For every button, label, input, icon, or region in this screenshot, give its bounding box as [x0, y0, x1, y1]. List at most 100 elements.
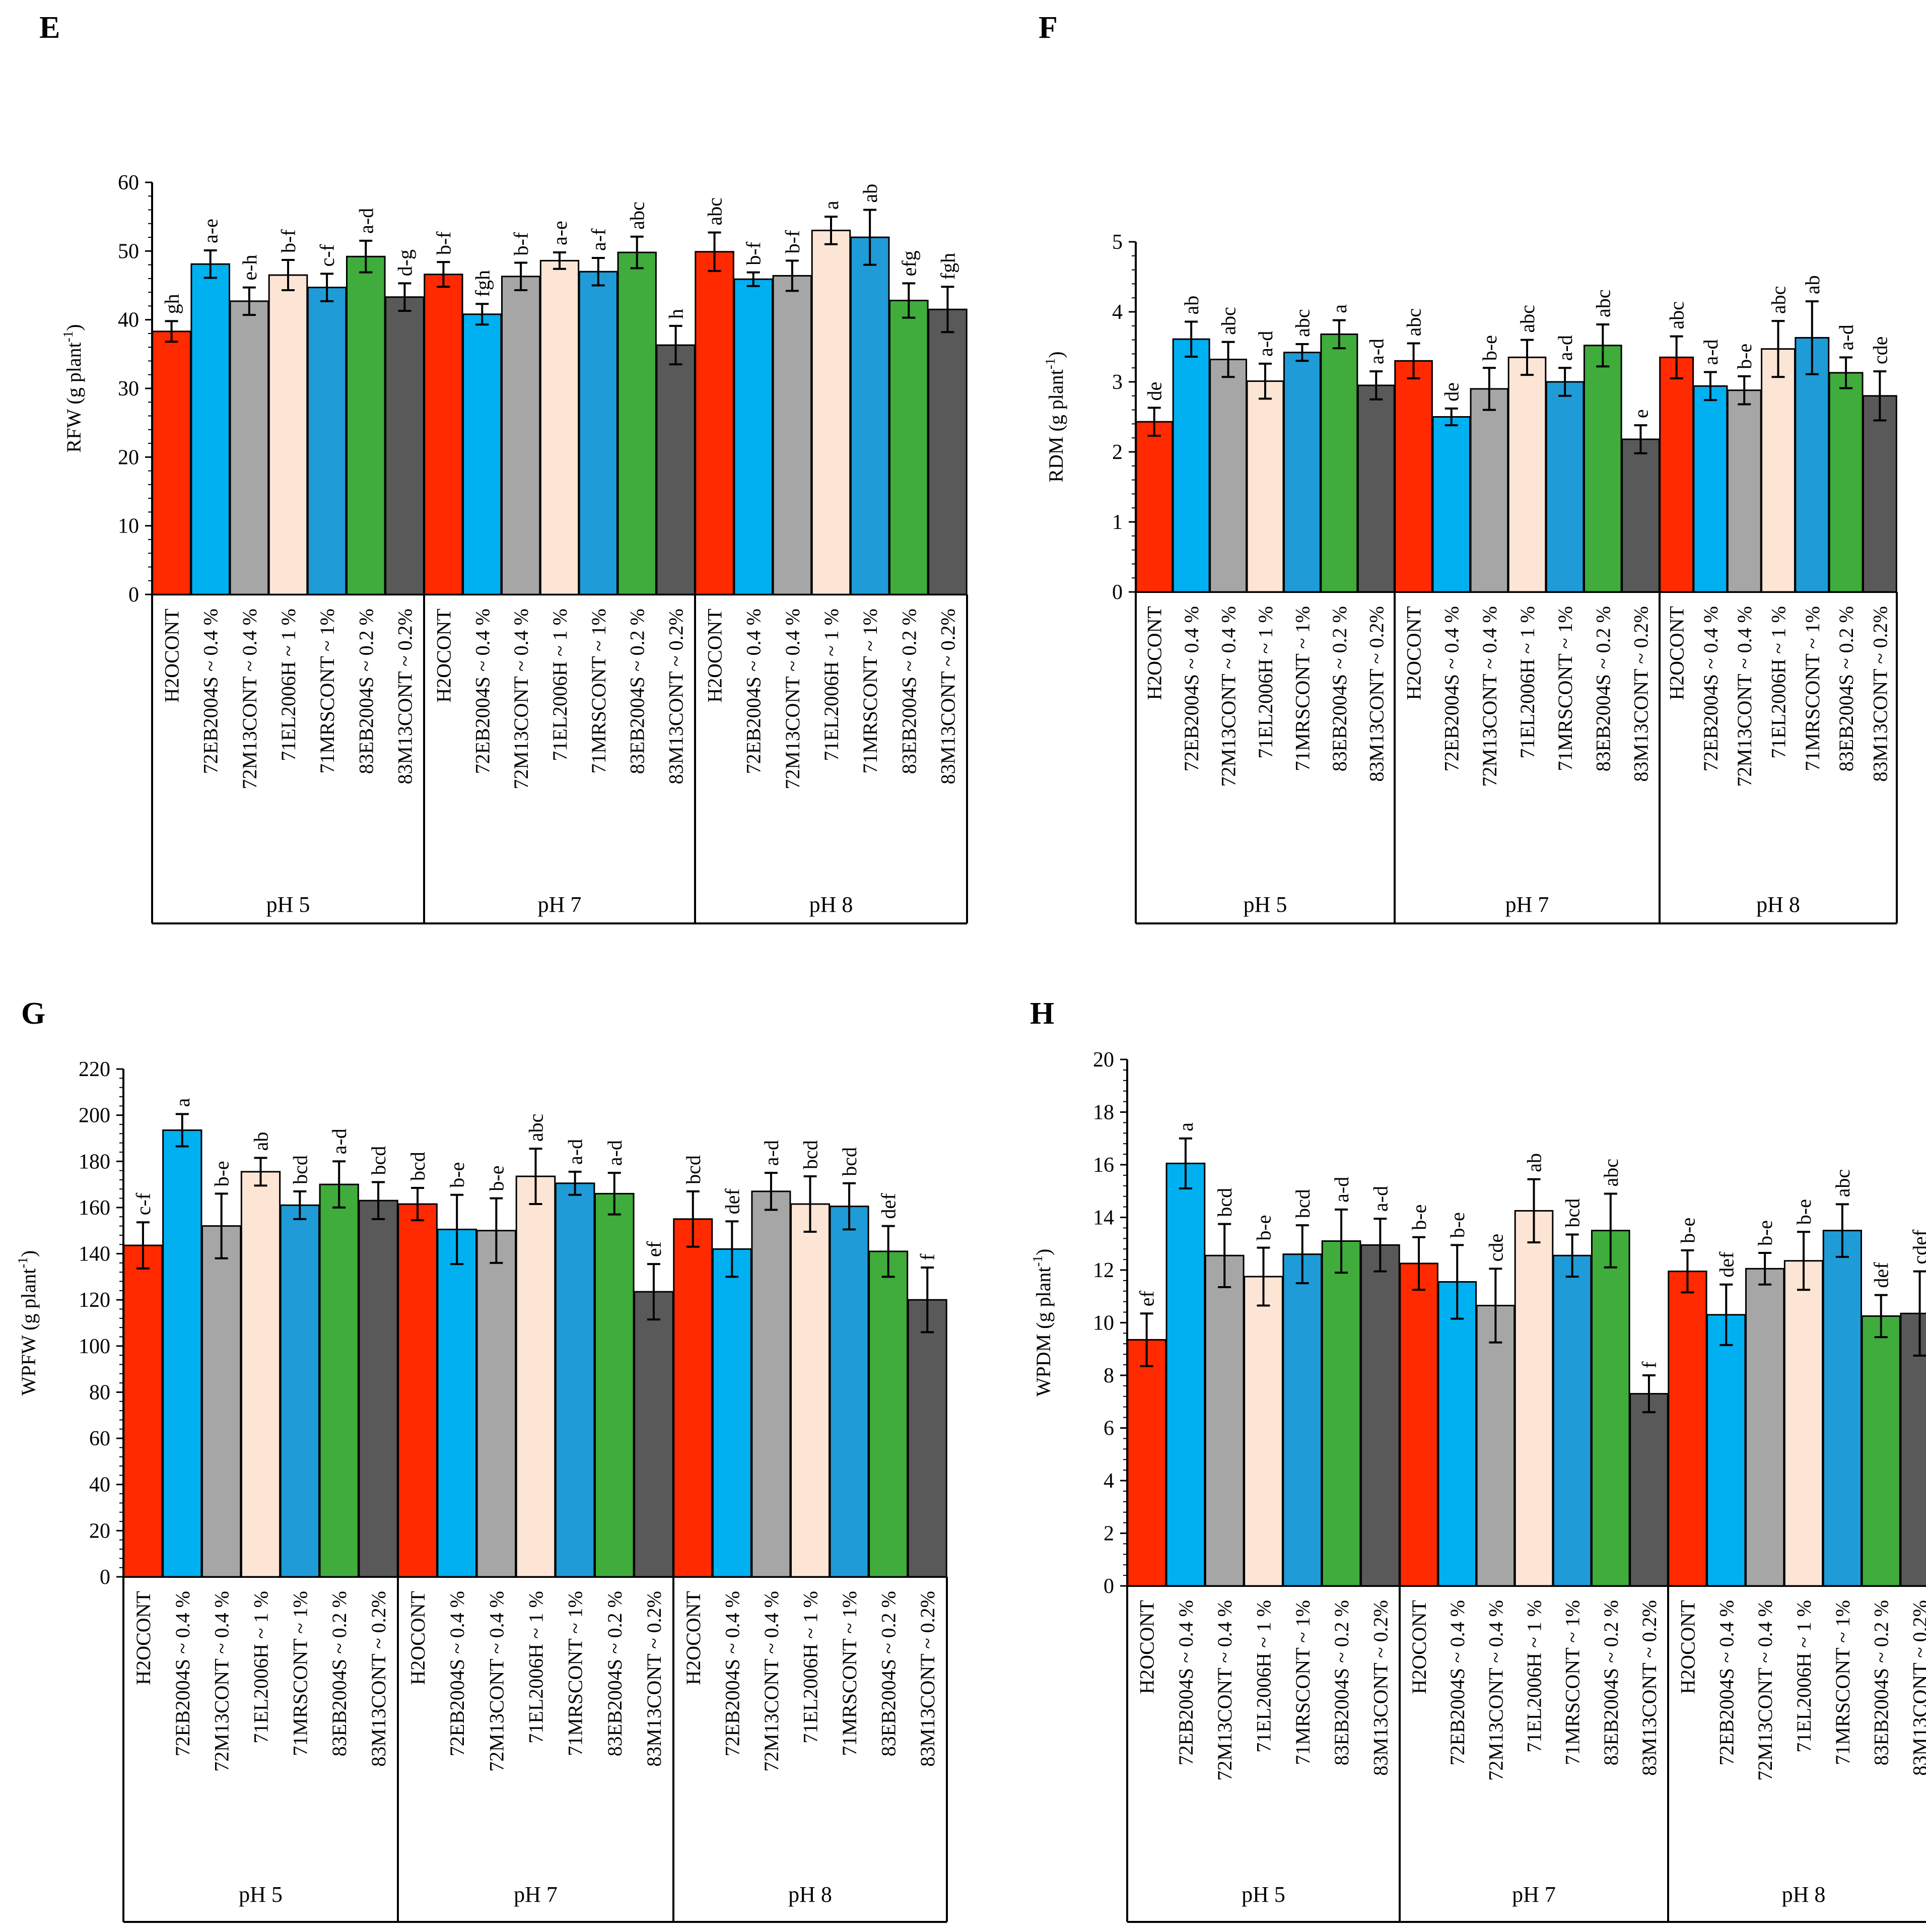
- y-tick-label: 140: [79, 1243, 110, 1266]
- category-label: 83EB2004S ~ 0.2 %: [877, 1591, 900, 1756]
- significance-letter: cde: [1484, 1234, 1507, 1262]
- bar: [695, 251, 734, 595]
- y-axis-label-close: ): [1032, 1249, 1055, 1255]
- category-label: 72M13CONT ~ 0.4 %: [211, 1591, 233, 1772]
- category-label: 71EL2006H ~ 1 %: [1767, 606, 1790, 759]
- significance-letter: b-f: [742, 241, 765, 265]
- panel-F: F 0 1 2 3 4 5 RDM (g plant-1) pH 5 de H2OCONT ab 72E…: [1039, 11, 1898, 924]
- bar: [190, 263, 231, 595]
- y-tick-label: 0: [100, 1566, 110, 1589]
- significance-letter: b-e: [1754, 1220, 1776, 1246]
- bar: [868, 1250, 909, 1578]
- y-axis-label: RDM (g plant-1): [1043, 351, 1067, 482]
- significance-letter: b-f: [432, 231, 455, 255]
- y-axis-label-unit-exponent: -1: [1043, 358, 1058, 370]
- ph-group-label: pH 8: [1782, 1882, 1826, 1907]
- y-tick-label: 100: [79, 1335, 110, 1358]
- y-axis-label-text: WPFW (g plant: [17, 1269, 40, 1396]
- significance-letter: a-d: [1365, 339, 1388, 364]
- ph-group-label: pH 7: [538, 892, 582, 917]
- bar: [1621, 438, 1660, 593]
- category-label: 83EB2004S ~ 0.2 %: [898, 609, 920, 774]
- bar: [123, 1244, 163, 1578]
- significance-letter: b-f: [277, 229, 300, 253]
- bar: [358, 1200, 398, 1578]
- significance-letter: a-d: [603, 1140, 626, 1166]
- bar: [656, 344, 696, 595]
- significance-letter: a-e: [548, 221, 571, 245]
- bar: [1862, 395, 1897, 593]
- y-tick-label: 16: [1093, 1154, 1114, 1177]
- bar: [162, 1129, 202, 1578]
- bar: [424, 274, 463, 595]
- bar: [1795, 337, 1830, 593]
- panel-G: G 0 20 40 60 80 100 120 140 160 180 200 220 WPFW (g p…: [15, 996, 948, 1923]
- category-label: 72EB2004S ~ 0.4 %: [1699, 606, 1722, 771]
- significance-letter: b-e: [1793, 1199, 1815, 1225]
- significance-letter: a-d: [355, 208, 377, 234]
- bar: [811, 229, 851, 595]
- category-label: 72M13CONT ~ 0.4 %: [1213, 1600, 1236, 1781]
- bar: [829, 1206, 869, 1578]
- category-label: 71EL2006H ~ 1 %: [1253, 1600, 1275, 1753]
- ph-group-label: pH 5: [1244, 892, 1287, 917]
- significance-letter: ef: [1136, 1290, 1158, 1306]
- category-label: 83M13CONT ~ 0.2%: [665, 609, 687, 784]
- panel-letter: H: [1030, 996, 1054, 1031]
- category-label: 71EL2006H ~ 1 %: [277, 609, 300, 761]
- significance-letter: b-e: [1408, 1205, 1430, 1230]
- significance-letter: a-d: [760, 1140, 783, 1166]
- category-label: H2OCONT: [132, 1591, 155, 1685]
- significance-letter: b-e: [1676, 1218, 1699, 1243]
- bar: [733, 278, 774, 595]
- category-label: 83EB2004S ~ 0.2 %: [1600, 1600, 1622, 1765]
- panel-E: E 0 10 20 30 40 50 60 RFW (g plant-1) pH 5 gh H2OCO…: [39, 11, 968, 924]
- category-label: 71MRSCONT ~ 1%: [587, 609, 610, 774]
- y-tick-label: 8: [1104, 1364, 1114, 1387]
- y-tick-label: 180: [79, 1150, 110, 1173]
- significance-letter: b-e: [1446, 1212, 1469, 1238]
- significance-letter: de: [1440, 382, 1463, 402]
- significance-letter: b-f: [781, 230, 804, 253]
- bar: [673, 1218, 713, 1578]
- significance-letter: ab: [1801, 275, 1824, 294]
- category-label: H2OCONT: [682, 1591, 705, 1685]
- bar: [307, 287, 347, 595]
- category-label: 72M13CONT ~ 0.4 %: [1484, 1600, 1507, 1781]
- bar: [634, 1291, 674, 1578]
- significance-letter: a: [1328, 304, 1351, 313]
- bar: [1135, 421, 1174, 593]
- panel-H: H 0 2 4 6 8 10 12 14 16 18 20 WPDM (g plant-1) pH 5 ef…: [1030, 996, 1926, 1923]
- category-label: 72M13CONT ~ 0.4 %: [781, 609, 804, 789]
- significance-letter: bcd: [682, 1155, 705, 1184]
- ph-group-label: pH 8: [809, 892, 853, 917]
- ph-group-label: pH 5: [266, 892, 310, 917]
- bar: [462, 313, 502, 595]
- y-tick-label: 4: [1112, 301, 1123, 324]
- category-label: 72EB2004S ~ 0.4 %: [1175, 1600, 1197, 1765]
- category-label: 72EB2004S ~ 0.4 %: [446, 1591, 468, 1756]
- y-tick-label: 40: [118, 309, 139, 332]
- bar: [1246, 380, 1284, 593]
- bar: [501, 276, 541, 595]
- category-label: 71MRSCONT ~ 1%: [1801, 606, 1824, 771]
- y-tick-label: 2: [1104, 1522, 1114, 1546]
- y-axis-label-close: ): [62, 324, 85, 330]
- category-label: H2OCONT: [1676, 1600, 1699, 1694]
- significance-letter: ab: [1180, 296, 1203, 315]
- y-tick-label: 6: [1104, 1417, 1114, 1440]
- category-label: 71MRSCONT ~ 1%: [1561, 1600, 1584, 1765]
- significance-letter: f: [1638, 1361, 1661, 1368]
- bar: [515, 1175, 556, 1578]
- category-label: 71EL2006H ~ 1 %: [250, 1591, 272, 1744]
- bar: [1470, 388, 1509, 593]
- ph-group-label: pH 8: [788, 1882, 832, 1907]
- significance-letter: c-f: [132, 1192, 155, 1215]
- y-tick-label: 14: [1093, 1207, 1114, 1230]
- significance-letter: bcd: [1291, 1189, 1314, 1218]
- significance-letter: a-d: [1254, 331, 1277, 357]
- y-tick-label: 1: [1112, 511, 1123, 534]
- category-label: 71EL2006H ~ 1 %: [799, 1591, 822, 1744]
- significance-letter: a-d: [564, 1139, 587, 1165]
- panel-letter: F: [1039, 11, 1058, 45]
